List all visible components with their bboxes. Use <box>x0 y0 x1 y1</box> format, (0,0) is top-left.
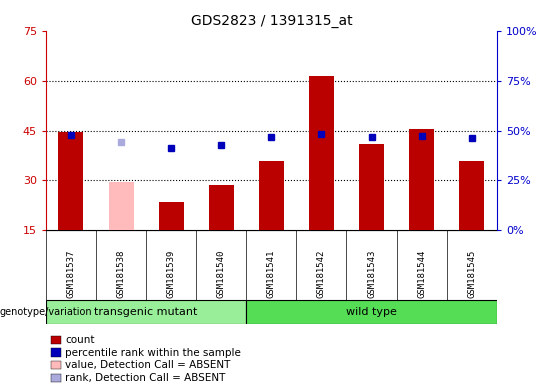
Text: percentile rank within the sample: percentile rank within the sample <box>65 348 241 358</box>
Text: GSM181543: GSM181543 <box>367 250 376 298</box>
Bar <box>109 182 133 230</box>
Text: wild type: wild type <box>346 307 397 317</box>
Text: value, Detection Call = ABSENT: value, Detection Call = ABSENT <box>65 360 231 370</box>
Text: GSM181544: GSM181544 <box>417 250 426 298</box>
Bar <box>409 129 434 230</box>
Text: transgenic mutant: transgenic mutant <box>94 307 198 317</box>
Text: GSM181545: GSM181545 <box>467 250 476 298</box>
Text: count: count <box>65 335 95 345</box>
Bar <box>359 144 384 230</box>
Bar <box>246 300 497 324</box>
Text: genotype/variation: genotype/variation <box>0 307 93 317</box>
Bar <box>46 300 246 324</box>
Bar <box>209 185 234 230</box>
Text: GSM181537: GSM181537 <box>66 250 76 298</box>
Text: GSM181539: GSM181539 <box>167 250 176 298</box>
Text: GSM181541: GSM181541 <box>267 250 276 298</box>
Title: GDS2823 / 1391315_at: GDS2823 / 1391315_at <box>191 14 352 28</box>
Text: GSM181540: GSM181540 <box>217 250 226 298</box>
Text: rank, Detection Call = ABSENT: rank, Detection Call = ABSENT <box>65 373 226 383</box>
Text: GSM181542: GSM181542 <box>317 250 326 298</box>
Bar <box>309 76 334 230</box>
Bar <box>259 161 284 230</box>
Text: GSM181538: GSM181538 <box>117 250 125 298</box>
Bar <box>459 161 484 230</box>
Bar <box>58 132 84 230</box>
Bar <box>159 202 184 230</box>
